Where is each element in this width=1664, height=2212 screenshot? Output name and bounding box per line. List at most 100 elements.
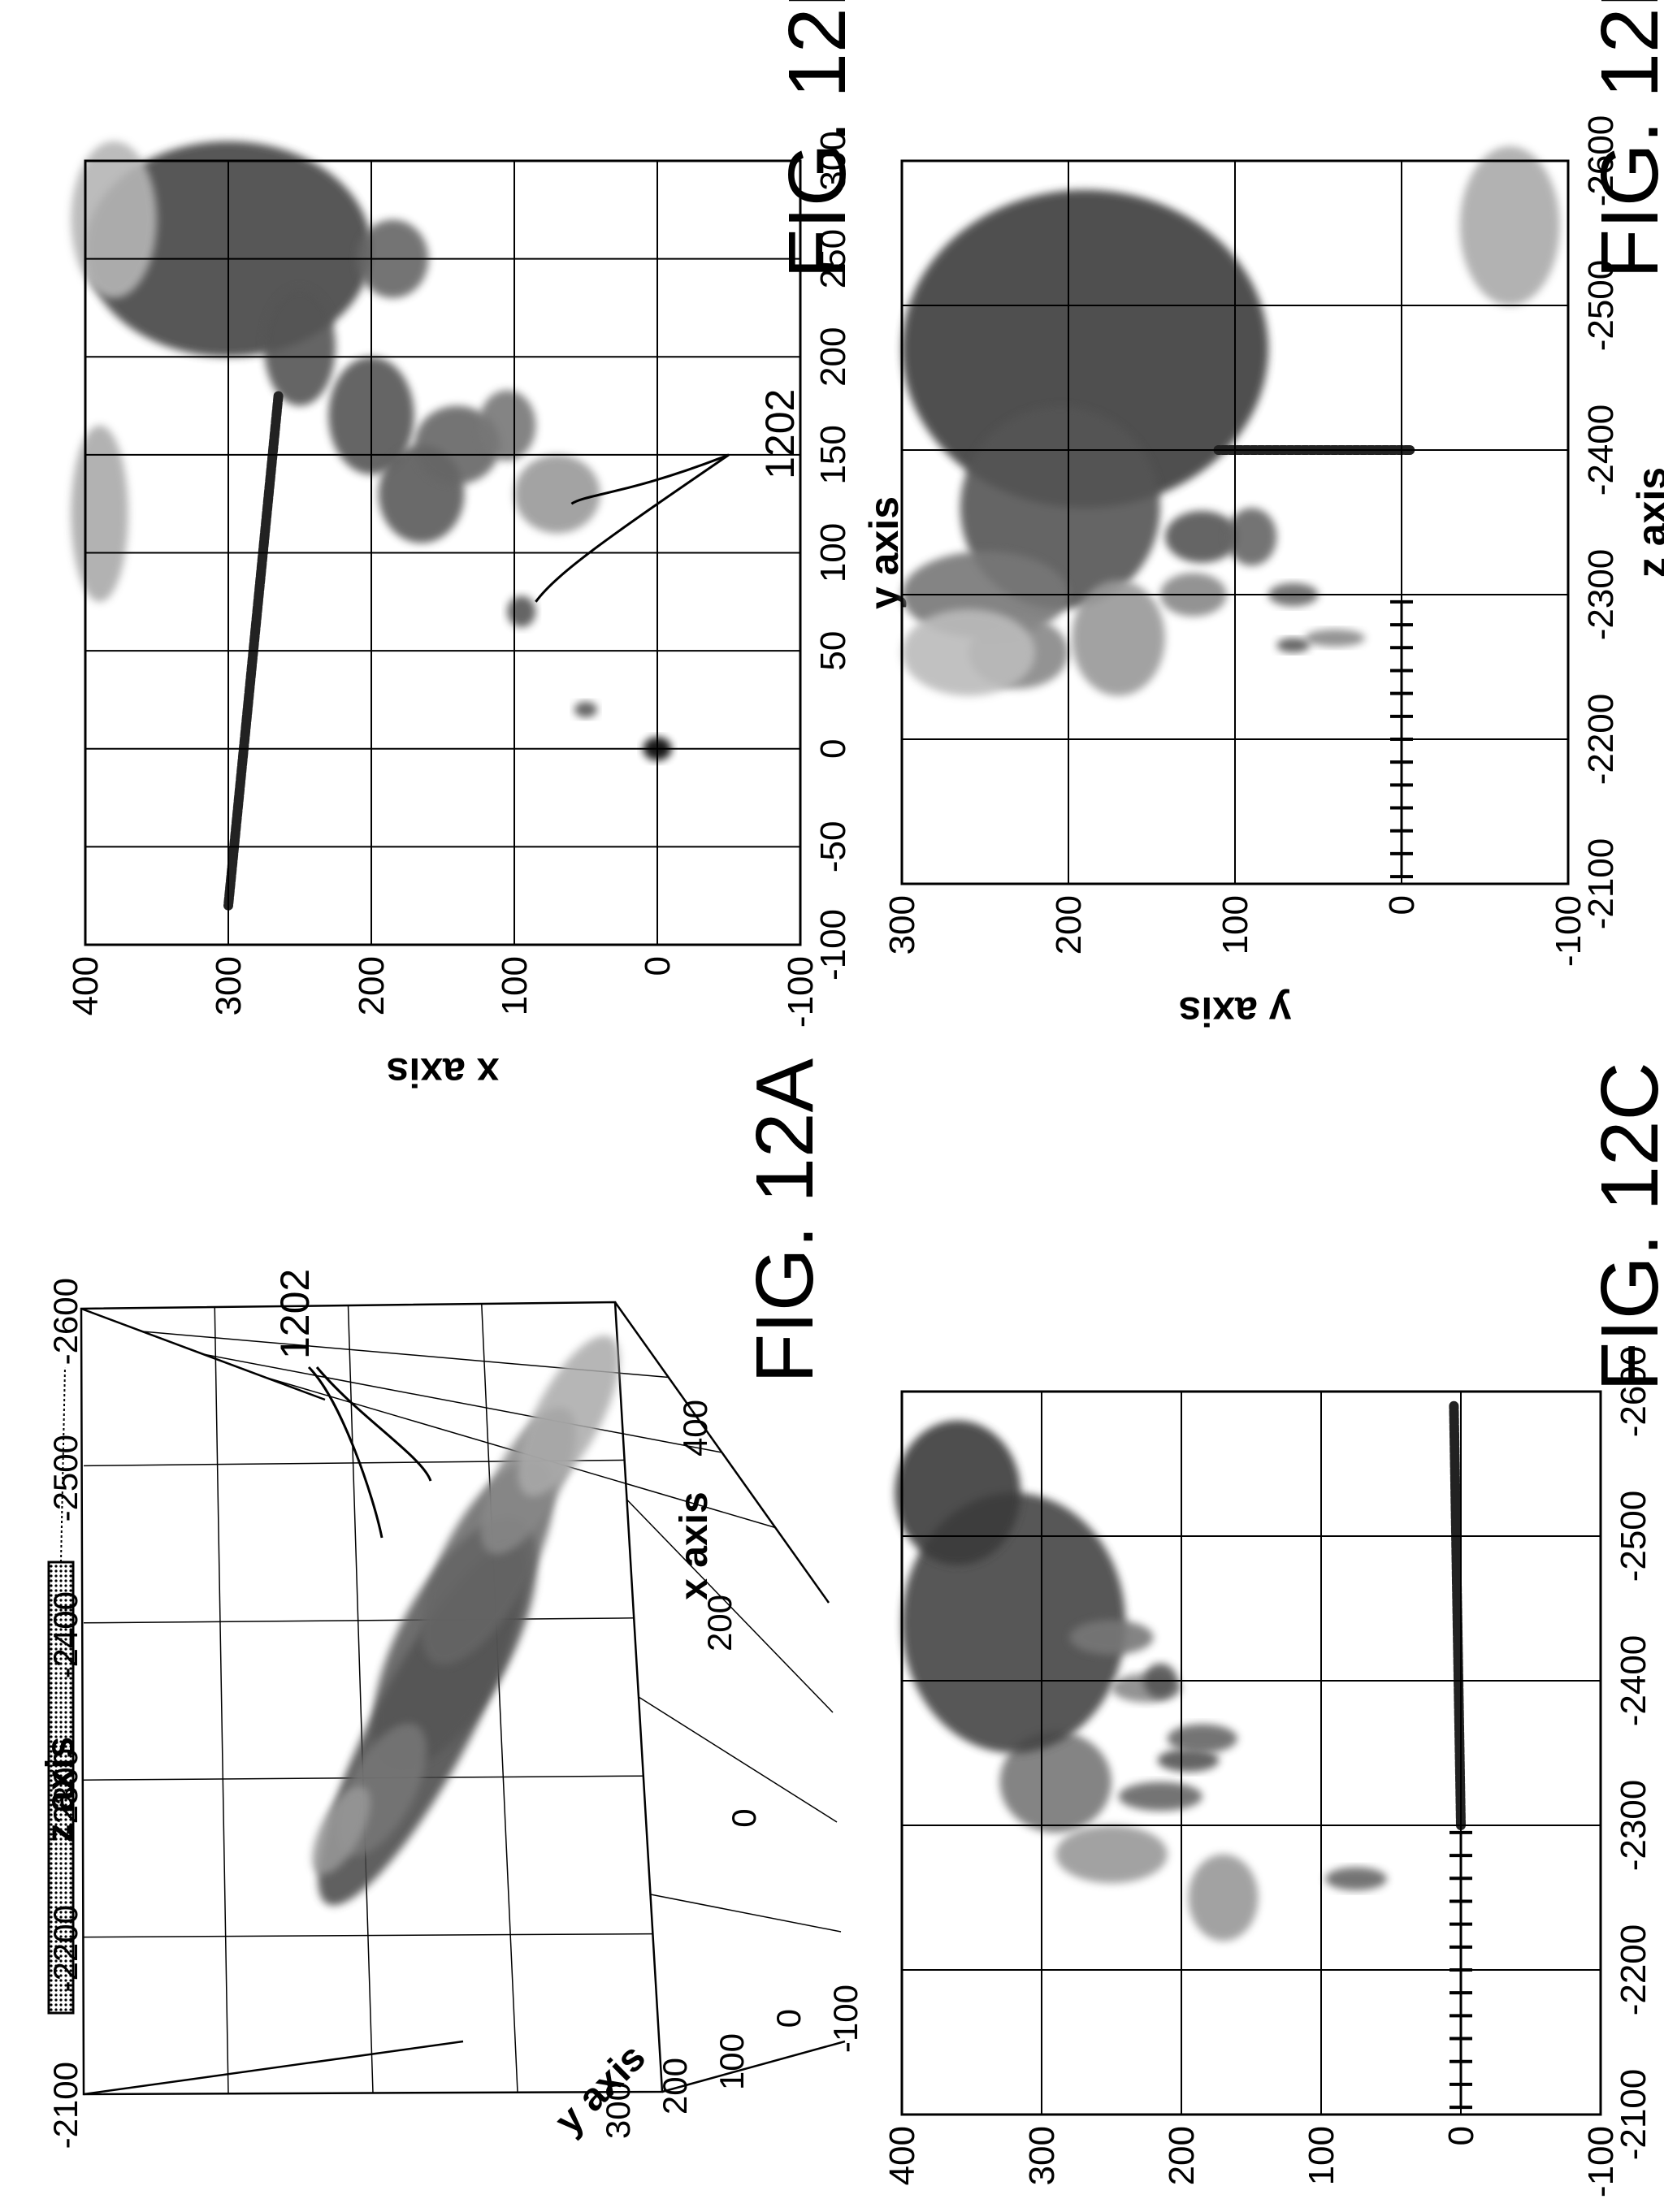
density-region <box>1069 1620 1154 1655</box>
value-tick-label: 100 <box>813 523 853 582</box>
category-tick-label: 400 <box>882 2126 922 2185</box>
plot-frame <box>900 1390 1602 2116</box>
value-tick-label: 250 <box>813 229 853 288</box>
category-tick-label: 200 <box>352 956 392 1015</box>
density-region <box>895 1420 1021 1565</box>
category-tick-label: 300 <box>1022 2126 1062 2185</box>
density-region <box>1276 638 1311 653</box>
density-region <box>1459 146 1560 305</box>
vertical-axis-label: z axis <box>1662 1698 1664 1808</box>
density-region <box>1305 629 1365 647</box>
category-tick-label: 0 <box>1441 2126 1481 2145</box>
figure-caption: FIG. 12B <box>772 0 863 279</box>
z-tick-label: -2400 <box>46 1591 84 1678</box>
vertical-axis-label: y axis <box>861 496 907 609</box>
x-tick-label: 200 <box>700 1595 739 1651</box>
value-tick-label: -2500 <box>1581 260 1621 352</box>
vertical-trajectory <box>47 1366 75 2015</box>
panel-12a: -2100 -2200 -2300 -2400 -2500 -2600 300 200 100… <box>39 1058 864 2149</box>
density-region <box>1167 1724 1237 1753</box>
z-tick-label: -2300 <box>46 1748 84 1835</box>
trajectory-track <box>1449 1400 1466 1830</box>
y-tick-label: 100 <box>713 2033 751 2090</box>
x-axis-ticks: 0 200 400 <box>676 1400 763 1828</box>
value-tick-label: -2300 <box>1581 549 1621 641</box>
panel-12b: 300 250 200 150 100 50 0 -50 -100-100 0 100 200 300 4… <box>66 0 907 1095</box>
value-tick-label: -2400 <box>1581 405 1621 496</box>
category-tick-label: 100 <box>1216 895 1255 954</box>
figure-caption: FIG. 12D <box>1584 0 1664 279</box>
density-region <box>902 608 1035 696</box>
value-tick-label: 0 <box>813 739 853 759</box>
x-axis-label: x axis <box>673 1491 716 1599</box>
value-tick-label: -2500 <box>1614 1491 1653 1582</box>
z-tick-label: -2500 <box>46 1435 84 1522</box>
value-tick-label: -50 <box>813 821 853 873</box>
value-tick-label: -2600 <box>1581 115 1621 207</box>
x-tick-label: 400 <box>676 1400 714 1457</box>
density-region <box>507 595 536 628</box>
density-region <box>902 189 1268 509</box>
density-region <box>1188 1854 1259 1941</box>
density-region <box>999 1731 1112 1833</box>
density-region <box>264 288 336 406</box>
category-tick-label: -100 <box>781 956 821 1028</box>
z-axis-ticks: -2100 -2200 -2300 -2400 -2500 -2600 <box>46 1278 84 2149</box>
point-cloud-region <box>312 1786 370 1875</box>
density-regions <box>902 146 1560 696</box>
callout-label: 1202 <box>757 389 803 479</box>
value-tick-label: -2600 <box>1614 1346 1653 1438</box>
density-region <box>1164 510 1239 563</box>
horizontal-axis-label: x axis <box>386 1050 499 1095</box>
value-tick-label: -2400 <box>1614 1635 1653 1727</box>
density-region <box>1055 1825 1168 1884</box>
value-tick-label: 150 <box>813 425 853 484</box>
z-axis-label: z axis <box>39 1737 82 1843</box>
callout-1202 <box>307 1366 432 1539</box>
y-tick-label: 300 <box>599 2082 637 2139</box>
z-tick-label: -2100 <box>46 2062 84 2149</box>
density-region <box>1226 508 1277 566</box>
category-tick-label: 400 <box>66 956 106 1015</box>
callout-leader <box>570 453 730 505</box>
category-tick-label: 300 <box>882 895 922 954</box>
x-tick-label: 0 <box>725 1808 763 1827</box>
z-tick-label: -2200 <box>46 1905 84 1992</box>
category-tick-label: 200 <box>1049 895 1089 954</box>
panel-12d: -2100 -2200 -2300 -2400 -2500 -2600 -100 0 100 20… <box>882 0 1664 1034</box>
value-tick-label: -100 <box>813 909 853 980</box>
density-region <box>71 141 157 298</box>
density-region <box>71 425 128 602</box>
vertical-axis-label: z axis <box>1629 467 1664 578</box>
horizontal-axis-label: y axis <box>1178 989 1291 1034</box>
plot-frame <box>84 159 802 946</box>
category-tick-label: -100 <box>1581 2126 1621 2197</box>
category-tick-label: -100 <box>1549 895 1588 967</box>
y-tick-label: 0 <box>769 2009 808 2028</box>
category-tick-label: 100 <box>1302 2126 1341 2185</box>
value-tick-label: 200 <box>813 327 853 387</box>
value-tick-label: 50 <box>813 631 853 671</box>
density-region <box>1072 580 1165 696</box>
density-region <box>514 454 600 534</box>
plot-frame <box>900 159 1570 885</box>
z-tick-label: -2600 <box>46 1278 84 1365</box>
y-tick-label: -100 <box>826 1985 864 2053</box>
value-tick-label: -2300 <box>1614 1780 1653 1872</box>
category-tick-label: 100 <box>495 956 535 1015</box>
density-region <box>479 390 536 461</box>
value-tick-label: 300 <box>813 131 853 190</box>
density-region <box>1157 1748 1220 1773</box>
category-tick-label: 300 <box>209 956 249 1015</box>
y-tick-label: 200 <box>656 2058 694 2115</box>
value-tick-label: -2100 <box>1581 838 1621 930</box>
category-tick-label: 200 <box>1162 2126 1202 2185</box>
value-tick-label: -2200 <box>1581 694 1621 786</box>
density-region <box>1118 1781 1202 1812</box>
point-cloud-region <box>518 1335 620 1496</box>
category-tick-label: 0 <box>1382 895 1422 915</box>
figure-caption: FIG. 12A <box>739 1058 830 1383</box>
